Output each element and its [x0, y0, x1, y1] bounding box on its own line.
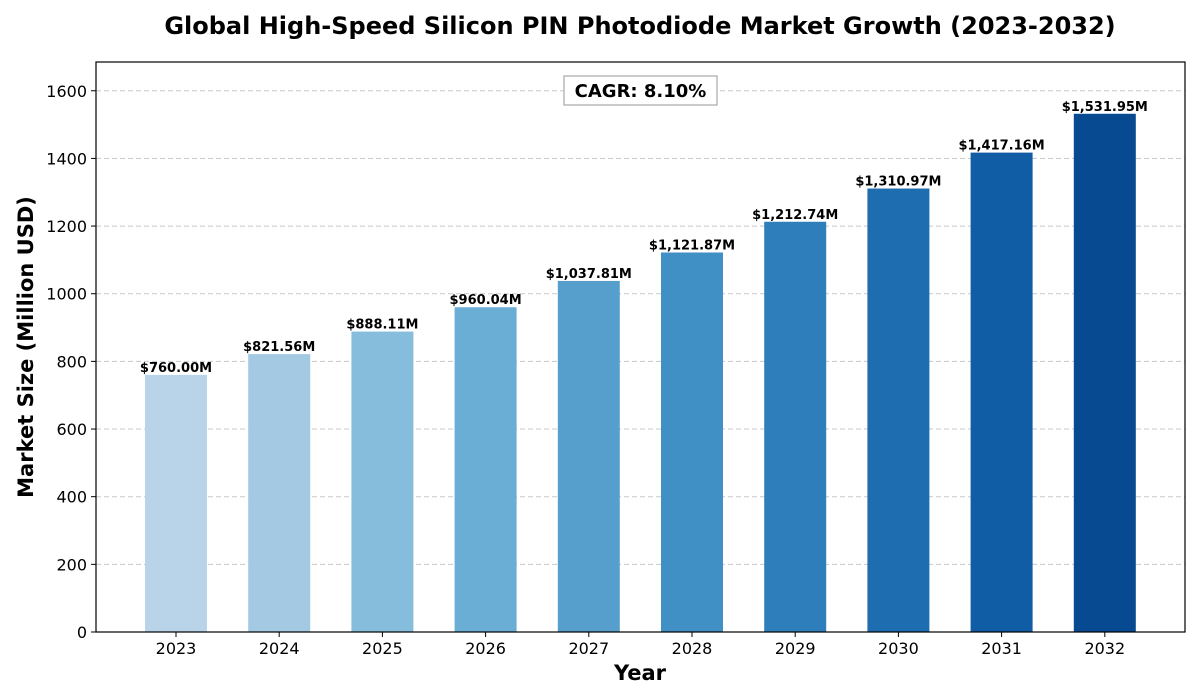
value-labels: $760.00M $821.56M $888.11M $960.04M $1,037.8… — [140, 100, 1148, 376]
x-tick-label: 2026 — [465, 639, 506, 658]
cagr-label: CAGR: 8.10% — [575, 81, 707, 102]
bar — [661, 252, 723, 633]
data-label: $1,212.74M — [752, 208, 838, 223]
x-axis: 2023 2024 2025 2026 2027 2028 2029 2030 2031 2032 — [156, 632, 1125, 658]
y-tick-label: 1000 — [46, 285, 87, 304]
bar — [351, 331, 414, 632]
bar — [145, 374, 207, 632]
chart-title: Global High-Speed Silicon PIN Photodiode… — [164, 12, 1115, 40]
bar — [970, 152, 1033, 633]
data-label: $1,037.81M — [546, 267, 632, 282]
x-axis-title: Year — [613, 661, 667, 685]
x-tick-label: 2025 — [362, 639, 403, 658]
data-label: $1,417.16M — [959, 139, 1045, 154]
y-tick-label: 600 — [56, 420, 87, 439]
y-tick-label: 0 — [77, 623, 87, 642]
x-tick-label: 2027 — [568, 639, 609, 658]
data-label: $821.56M — [243, 340, 315, 355]
bar — [248, 354, 311, 632]
data-label: $1,310.97M — [855, 175, 941, 190]
y-tick-label: 1400 — [46, 149, 87, 168]
y-tick-label: 1600 — [46, 82, 87, 101]
bar — [764, 221, 827, 632]
x-tick-label: 2028 — [672, 639, 713, 658]
bar — [557, 280, 620, 632]
data-label: $888.11M — [346, 318, 418, 333]
x-tick-label: 2030 — [878, 639, 919, 658]
y-axis: 0 200 400 600 800 1000 1200 1400 1600 — [46, 82, 96, 642]
data-label: $960.04M — [450, 293, 522, 308]
x-tick-label: 2029 — [775, 639, 816, 658]
plot-frame — [95, 61, 1186, 633]
data-label: $760.00M — [140, 361, 212, 376]
y-axis-title: Market Size (Million USD) — [14, 196, 38, 498]
bar — [454, 307, 517, 632]
x-tick-label: 2031 — [981, 639, 1022, 658]
x-tick-label: 2032 — [1084, 639, 1125, 658]
y-tick-label: 200 — [56, 555, 87, 574]
y-tick-label: 800 — [56, 352, 87, 371]
bar — [867, 188, 930, 632]
y-tick-label: 1200 — [46, 217, 87, 236]
cagr-annotation: CAGR: 8.10% — [563, 75, 718, 106]
data-label: $1,531.95M — [1062, 100, 1148, 115]
cagr-box — [563, 75, 718, 106]
x-tick-label: 2023 — [156, 639, 197, 658]
data-label: $1,121.87M — [649, 238, 735, 253]
x-tick-label: 2024 — [259, 639, 300, 658]
y-tick-label: 400 — [56, 488, 87, 507]
bar — [1073, 113, 1136, 633]
bars — [145, 113, 1136, 633]
